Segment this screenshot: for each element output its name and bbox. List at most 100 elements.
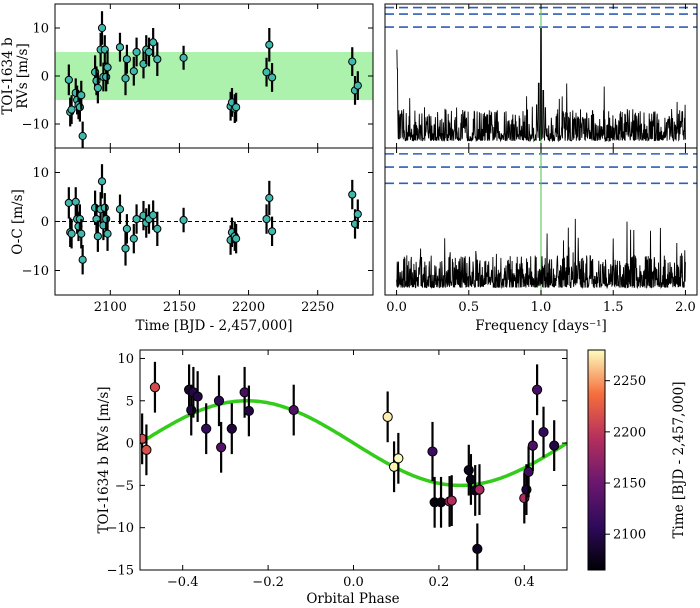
- data-point: [262, 214, 271, 224]
- data-point: [103, 63, 112, 72]
- data-point: [153, 55, 162, 64]
- data-point: [262, 68, 271, 77]
- colorbar-tick-label: 2250: [613, 374, 646, 389]
- data-point: [67, 229, 76, 238]
- y-tick-label: −10: [22, 118, 49, 133]
- frequency-xlabel: Frequency [days⁻¹]: [475, 318, 607, 334]
- data-point: [226, 423, 237, 434]
- rv-time-ylabel-line1: TOI-1634 b: [0, 37, 16, 114]
- y-tick-label: −10: [22, 264, 49, 279]
- data-point: [446, 495, 457, 506]
- y-tick-label: −5: [115, 479, 134, 494]
- data-point: [75, 214, 84, 224]
- data-point: [77, 229, 86, 238]
- data-point: [435, 497, 447, 508]
- keplerian-model: [140, 399, 567, 488]
- colorbar-tick-label: 2200: [613, 425, 646, 440]
- data-point: [243, 405, 254, 417]
- data-point: [153, 224, 162, 233]
- data-point: [64, 75, 73, 84]
- x-tick-label: 2250: [301, 300, 334, 315]
- rv-time-ylabel-line2: RVs [m/s]: [15, 43, 31, 108]
- data-point: [213, 395, 225, 406]
- x-tick-label: 2100: [94, 300, 127, 315]
- data-point: [523, 466, 534, 477]
- data-point: [93, 83, 102, 93]
- panel-periodogram-rv: [384, 3, 698, 149]
- panel-periodogram-residuals-ticks: 0.0 0.5 1.0 1.5 2.0: [386, 148, 696, 315]
- y-tick-label: 10: [32, 166, 49, 181]
- data-point: [472, 543, 483, 554]
- data-point: [288, 404, 299, 416]
- x-tick-label: 1.5: [603, 300, 624, 315]
- data-point: [78, 255, 87, 264]
- data-point: [549, 440, 560, 451]
- colorbar-gradient: [587, 349, 606, 571]
- y-tick-label: −10: [107, 521, 134, 536]
- data-point: [538, 426, 549, 438]
- panel-periodogram-rv-ticks: [396, 4, 686, 148]
- colorbar: 2100 2150 2200 2250 Time [BJD - 2,457,000]: [587, 349, 687, 571]
- data-point: [92, 214, 101, 224]
- x-tick-label: −0.4: [167, 575, 199, 590]
- colorbar-label: Time [BJD - 2,457,000]: [671, 382, 687, 539]
- data-point: [64, 198, 73, 207]
- data-point: [216, 442, 227, 453]
- data-point: [129, 234, 138, 243]
- time-xlabel: Time [BJD - 2,457,000]: [136, 318, 293, 334]
- power-curve: [396, 28, 686, 143]
- data-point: [97, 23, 107, 33]
- data-point: [192, 391, 203, 402]
- data-point: [71, 197, 80, 206]
- data-point: [132, 47, 141, 57]
- periodogram-residuals-curve: [385, 148, 697, 295]
- x-tick-label: 0.5: [458, 300, 479, 315]
- data-point: [179, 215, 188, 225]
- panel-rv-time-ticks: −10 0 10: [22, 4, 373, 148]
- x-tick-label: 2200: [232, 300, 265, 315]
- panel-residuals-ticks: 2100 2150 2200 2250 −10 0 10: [22, 148, 373, 315]
- data-point: [532, 384, 543, 395]
- data-point: [382, 411, 393, 422]
- data-point: [393, 453, 404, 464]
- power-curve: [396, 218, 686, 290]
- data-point: [265, 193, 274, 203]
- data-point: [93, 232, 102, 241]
- colorbar-tick-label: 2150: [613, 477, 646, 492]
- data-point: [115, 43, 125, 52]
- y-tick-label: 5: [126, 394, 134, 409]
- data-point: [132, 214, 141, 224]
- residual-points: [64, 164, 362, 275]
- data-point: [100, 203, 109, 212]
- rv-time-points: [64, 11, 362, 148]
- data-point: [267, 73, 277, 82]
- data-point: [121, 244, 130, 253]
- data-point: [267, 227, 277, 236]
- data-point: [77, 91, 86, 100]
- data-point: [103, 229, 112, 238]
- data-point: [348, 190, 357, 199]
- data-point: [427, 446, 438, 457]
- data-point: [102, 72, 111, 82]
- x-tick-label: 2.0: [675, 300, 696, 315]
- y-tick-label: −15: [107, 564, 134, 579]
- colorbar-tick-label: 2100: [613, 528, 646, 543]
- data-point: [102, 214, 111, 224]
- data-point: [144, 47, 154, 57]
- data-point: [149, 38, 158, 47]
- y-tick-label: 0: [126, 437, 134, 452]
- panel-periodogram-residuals: 0.0 0.5 1.0 1.5 2.0 Frequency [days⁻¹]: [384, 147, 698, 334]
- data-point: [67, 105, 76, 114]
- data-point: [115, 205, 125, 214]
- x-tick-label: 0.4: [514, 575, 535, 590]
- data-point: [353, 210, 362, 219]
- y-tick-label: 0: [41, 215, 49, 230]
- data-point: [179, 53, 188, 62]
- data-point: [92, 76, 101, 85]
- data-point: [474, 484, 485, 495]
- y-tick-label: 0: [41, 70, 49, 85]
- residuals-ylabel: O-C [m/s]: [10, 189, 26, 255]
- y-tick-label: 10: [32, 22, 49, 37]
- data-point: [201, 423, 212, 434]
